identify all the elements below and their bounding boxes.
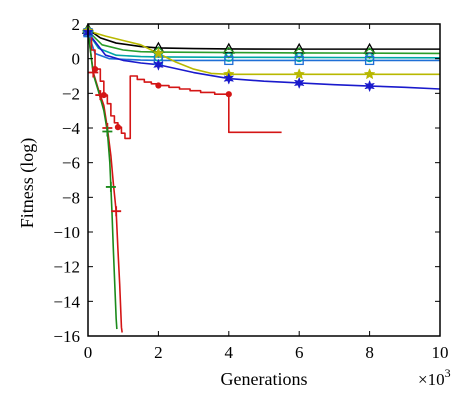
series-line-1 [87,30,441,55]
series-marker [363,68,376,80]
series-marker [224,55,234,66]
y-tick-label: 2 [72,15,81,34]
series-marker [155,82,162,89]
y-tick-label: 0 [72,50,81,69]
y-tick-label: −6 [62,154,80,173]
series-marker [223,72,235,85]
x-tick-label: 6 [295,343,304,362]
y-axis-label: Fitness (log) [17,138,38,229]
series-line-8 [87,30,118,330]
series-marker [95,90,106,101]
x-axis-multiplier: ×103 [418,366,451,389]
series-line-4 [87,30,440,76]
plot-lines [87,28,441,333]
x-tick-label: 10 [432,343,449,362]
series-marker [364,55,375,66]
x-axis-multiplier-exp: 3 [445,366,451,380]
series-marker [88,67,99,78]
series-marker [153,58,164,71]
series-line-6 [88,31,282,140]
series-marker [152,46,165,58]
series-marker [293,47,306,59]
x-tick-label: 4 [225,343,234,362]
y-axis-ticks: 2 0 −2 −4 −6 −8 −10 −12 −14 −16 [53,15,440,346]
series-marker [363,47,376,60]
series-marker [152,47,165,59]
y-tick-label: −14 [53,292,80,311]
y-tick-label: −2 [62,84,80,103]
series-marker [114,124,122,131]
series-line-0 [87,28,440,50]
series-marker [222,46,235,59]
x-tick-label: 8 [365,343,374,362]
x-axis-label: Generations [221,369,308,389]
series-marker [294,55,304,66]
y-tick-label: −12 [53,258,80,277]
plot-frame [87,23,441,337]
y-tick-label: −4 [62,119,81,138]
series-marker [111,206,122,217]
x-tick-label: 0 [84,343,93,362]
series-marker [105,181,116,192]
series-marker [102,126,113,137]
x-tick-label: 2 [154,343,163,362]
y-tick-label: −16 [53,327,80,346]
y-tick-label: −8 [62,188,80,207]
y-tick-label: −10 [53,223,80,242]
series-marker [364,79,375,93]
series-marker [293,76,305,90]
x-axis-multiplier-base: ×10 [418,370,445,389]
series-marker [225,91,232,98]
x-axis-ticks: 0 2 4 6 8 10 [84,24,449,362]
